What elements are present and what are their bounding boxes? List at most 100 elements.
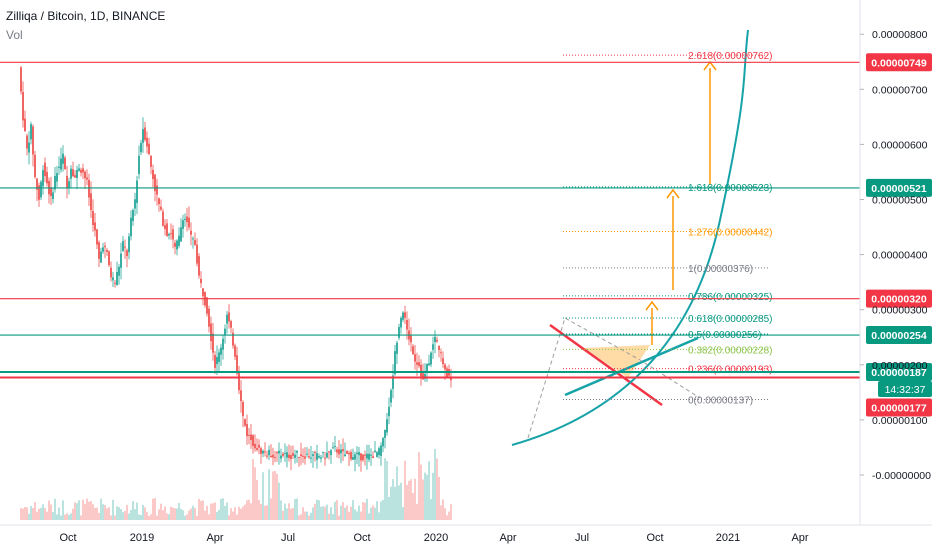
candle-body bbox=[436, 339, 438, 342]
red-trendline bbox=[549, 323, 663, 407]
x-tick-label: Oct bbox=[353, 532, 370, 544]
candle-body bbox=[324, 457, 326, 459]
candle-body bbox=[152, 169, 154, 180]
level-tag-label: 0.00000749 bbox=[871, 57, 927, 69]
volume-bar bbox=[56, 514, 58, 520]
projection-path bbox=[527, 317, 701, 439]
volume-bar bbox=[412, 493, 414, 520]
volume-bar bbox=[360, 511, 362, 520]
candle-body bbox=[64, 157, 66, 170]
volume-bar bbox=[234, 507, 236, 520]
candle-body bbox=[416, 362, 418, 365]
candle-body bbox=[424, 374, 426, 379]
candle-body bbox=[36, 178, 38, 190]
candle-body bbox=[56, 173, 58, 182]
candle-body bbox=[126, 250, 128, 257]
candle-body bbox=[286, 452, 288, 458]
candle-body bbox=[318, 456, 320, 458]
volume-bar bbox=[290, 508, 292, 520]
volume-bar bbox=[20, 508, 22, 520]
candle-body bbox=[246, 424, 248, 437]
candle-body bbox=[414, 354, 416, 362]
candle-body bbox=[232, 332, 234, 346]
candle-body bbox=[44, 162, 46, 177]
candle-body bbox=[184, 218, 186, 220]
parabolic-curve bbox=[511, 29, 749, 446]
volume-bar bbox=[430, 499, 432, 520]
candle-body bbox=[62, 153, 64, 164]
volume-bar bbox=[88, 501, 90, 520]
volume-bar bbox=[428, 461, 430, 520]
candle-body bbox=[264, 451, 266, 453]
volume-bar bbox=[340, 505, 342, 520]
volume-bar bbox=[190, 508, 192, 520]
candle-body bbox=[102, 247, 104, 252]
volume-bar bbox=[160, 503, 162, 520]
candle-body bbox=[302, 455, 304, 457]
candle-body bbox=[402, 312, 404, 320]
candle-body bbox=[234, 345, 236, 357]
volume-bar bbox=[298, 515, 300, 520]
volume-bar bbox=[336, 500, 338, 520]
volume-bar bbox=[108, 507, 110, 520]
volume-bar bbox=[424, 472, 426, 520]
level-tag bbox=[866, 289, 932, 308]
candle-body bbox=[364, 454, 366, 456]
volume-bars bbox=[20, 449, 452, 520]
volume-bar bbox=[126, 504, 128, 520]
volume-bar bbox=[204, 510, 206, 520]
volume-bar bbox=[264, 505, 266, 520]
candle-body bbox=[218, 352, 220, 362]
x-tick-label: Apr bbox=[206, 532, 223, 544]
volume-bar bbox=[100, 498, 102, 520]
candle-body bbox=[194, 240, 196, 245]
volume-bar bbox=[228, 515, 230, 520]
volume-bar bbox=[22, 508, 24, 520]
volume-bar bbox=[312, 507, 314, 520]
volume-bar bbox=[324, 506, 326, 520]
fib-level-label: 0.236(0.00000193) bbox=[688, 365, 773, 376]
level-tag bbox=[866, 326, 932, 345]
volume-bar bbox=[38, 508, 40, 520]
candle-body bbox=[20, 67, 22, 92]
volume-bar bbox=[128, 513, 130, 520]
x-tick-label: Oct bbox=[59, 532, 76, 544]
level-tag-label: 0.00000254 bbox=[871, 330, 927, 342]
volume-bar bbox=[438, 476, 440, 520]
candle-body bbox=[294, 454, 296, 458]
volume-bar bbox=[110, 515, 112, 520]
candle-body bbox=[214, 355, 216, 368]
volume-bar bbox=[240, 508, 242, 520]
volume-bar bbox=[418, 452, 420, 520]
volume-bar bbox=[382, 499, 384, 520]
volume-bar bbox=[212, 503, 214, 520]
volume-bar bbox=[232, 511, 234, 520]
fib-level-label: 1(0.00000376) bbox=[688, 264, 753, 275]
candle-body bbox=[420, 364, 422, 377]
volume-bar bbox=[304, 511, 306, 520]
candle-body bbox=[162, 211, 164, 226]
volume-bar bbox=[106, 508, 108, 520]
candle-body bbox=[346, 451, 348, 454]
candle-body bbox=[66, 175, 68, 189]
volume-bar bbox=[334, 501, 336, 520]
candle-body bbox=[288, 454, 290, 459]
volume-bar bbox=[52, 512, 54, 520]
volume-bar bbox=[260, 503, 262, 520]
volume-bar bbox=[54, 498, 56, 520]
price-axis: 0.00000800 0.00000700 0.00000600 0.00000500… bbox=[0, 0, 932, 526]
volume-bar bbox=[154, 498, 156, 520]
candle-body bbox=[96, 229, 98, 245]
candle-body bbox=[338, 449, 340, 455]
volume-bar bbox=[450, 504, 452, 520]
volume-bar bbox=[26, 507, 28, 520]
candle-body bbox=[92, 211, 94, 226]
chart-title: Zilliqa / Bitcoin, 1D, BINANCE bbox=[6, 9, 166, 23]
candle-body bbox=[398, 327, 400, 338]
candle-body bbox=[42, 170, 44, 187]
volume-bar bbox=[302, 507, 304, 520]
volume-bar bbox=[210, 503, 212, 520]
volume-bar bbox=[248, 499, 250, 520]
arrow-head bbox=[666, 188, 680, 199]
